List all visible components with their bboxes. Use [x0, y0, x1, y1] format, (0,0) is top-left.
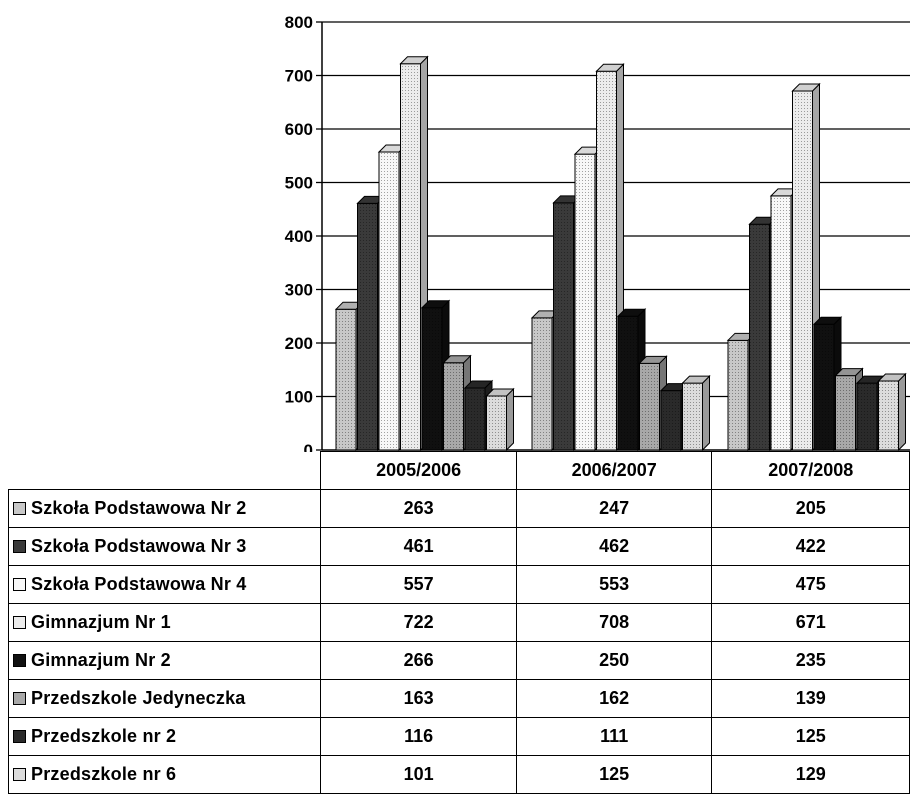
- data-label: 263: [320, 489, 517, 528]
- legend-swatch-icon: [13, 578, 26, 591]
- legend-swatch-icon: [13, 768, 26, 781]
- data-label: 205: [711, 489, 910, 528]
- table-header-row: 2005/2006 2006/2007 2007/2008: [9, 451, 910, 490]
- series-name: Przedszkole Jedyneczka: [31, 688, 246, 708]
- series-label: Przedszkole nr 6: [7, 755, 322, 794]
- series-label: Przedszkole nr 2: [7, 717, 322, 756]
- data-label: 708: [515, 603, 713, 642]
- series-name: Szkoła Podstawowa Nr 2: [31, 498, 247, 518]
- table-row: Szkoła Podstawowa Nr 3 461 462 422: [7, 527, 910, 566]
- data-label: 722: [320, 603, 517, 642]
- series-name: Przedszkole nr 2: [31, 726, 177, 746]
- bar: [791, 82, 821, 452]
- category-label: 2005/2006: [320, 451, 517, 490]
- series-name: Gimnazjum Nr 1: [31, 612, 171, 632]
- series-label: Szkoła Podstawowa Nr 4: [7, 565, 322, 604]
- series-name: Przedszkole nr 6: [31, 764, 177, 784]
- data-label: 557: [320, 565, 517, 604]
- y-tick-label: 100: [285, 388, 313, 407]
- data-label: 162: [515, 679, 713, 718]
- data-table: 2005/2006 2006/2007 2007/2008 Szkoła Podsta…: [7, 451, 910, 794]
- series-name: Gimnazjum Nr 2: [31, 650, 171, 670]
- y-tick-label: 500: [285, 174, 313, 193]
- data-label: 235: [711, 641, 910, 680]
- data-label: 266: [320, 641, 517, 680]
- y-tick-label: 800: [285, 13, 313, 32]
- table-corner: [9, 452, 321, 490]
- y-tick-label: 200: [285, 334, 313, 353]
- data-label: 125: [711, 717, 910, 756]
- table-row: Szkoła Podstawowa Nr 2 263 247 205: [7, 489, 910, 528]
- table-row: Przedszkole Jedyneczka 163 162 139: [7, 679, 910, 718]
- table-row: Przedszkole nr 6 101 125 129: [7, 755, 910, 794]
- y-tick-label: 0: [304, 441, 313, 452]
- table-row: Szkoła Podstawowa Nr 4 557 553 475: [7, 565, 910, 604]
- data-label: 461: [320, 527, 517, 566]
- category-label: 2007/2008: [711, 451, 910, 490]
- table-row: Gimnazjum Nr 2 266 250 235: [7, 641, 910, 680]
- table-row: Przedszkole nr 2 116 111 125: [7, 717, 910, 756]
- data-label: 116: [320, 717, 517, 756]
- data-label: 129: [711, 755, 910, 794]
- bars: [334, 55, 907, 452]
- legend-swatch-icon: [13, 654, 26, 667]
- data-label: 125: [515, 755, 713, 794]
- bar: [877, 372, 907, 452]
- series-name: Szkoła Podstawowa Nr 3: [31, 536, 247, 556]
- data-label: 139: [711, 679, 910, 718]
- legend-swatch-icon: [13, 692, 26, 705]
- data-label: 553: [515, 565, 713, 604]
- bar-chart: 0 100 200 300 400 500 600 700 800: [285, 13, 910, 452]
- series-label: Gimnazjum Nr 2: [7, 641, 322, 680]
- y-tick-label: 300: [285, 281, 313, 300]
- data-label: 671: [711, 603, 910, 642]
- legend-swatch-icon: [13, 540, 26, 553]
- series-label: Gimnazjum Nr 1: [7, 603, 322, 642]
- data-label: 462: [515, 527, 713, 566]
- bar: [812, 316, 843, 452]
- table-row: Gimnazjum Nr 1 722 708 671: [7, 603, 910, 642]
- data-label: 111: [515, 717, 713, 756]
- data-label: 250: [515, 641, 713, 680]
- series-label: Szkoła Podstawowa Nr 2: [7, 489, 322, 528]
- series-label: Przedszkole Jedyneczka: [7, 679, 322, 718]
- y-tick-label: 600: [285, 120, 313, 139]
- category-label: 2006/2007: [515, 451, 713, 490]
- series-label: Szkoła Podstawowa Nr 3: [7, 527, 322, 566]
- legend-swatch-icon: [13, 730, 26, 743]
- bar: [420, 299, 451, 452]
- data-label: 101: [320, 755, 517, 794]
- bar: [485, 387, 515, 452]
- series-name: Szkoła Podstawowa Nr 4: [31, 574, 247, 594]
- y-tick-label: 400: [285, 227, 313, 246]
- data-label: 422: [711, 527, 910, 566]
- data-label: 247: [515, 489, 713, 528]
- y-tick-label: 700: [285, 67, 313, 86]
- data-label: 163: [320, 679, 517, 718]
- data-label: 475: [711, 565, 910, 604]
- legend-swatch-icon: [13, 616, 26, 629]
- bar: [595, 63, 625, 452]
- bar: [769, 187, 800, 452]
- legend-swatch-icon: [13, 502, 26, 515]
- bar: [681, 374, 711, 452]
